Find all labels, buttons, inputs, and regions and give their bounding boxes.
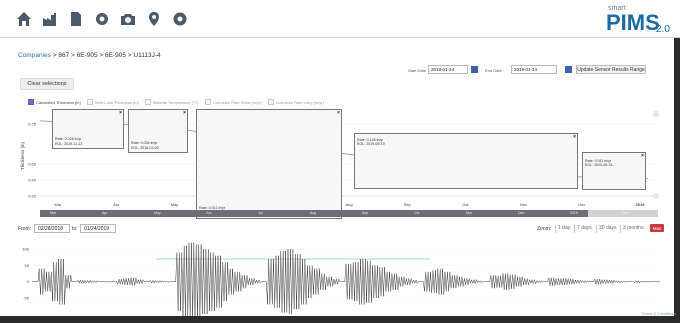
x-tick-label: Nov xyxy=(520,202,527,207)
x-tick-label: May xyxy=(171,202,179,207)
svg-text:2.0: 2.0 xyxy=(656,24,670,35)
navigator-label: Feb xyxy=(622,211,629,215)
y-tick-label: -50 xyxy=(23,295,30,300)
calendar-icon[interactable] xyxy=(471,66,478,73)
close-icon[interactable]: × xyxy=(641,153,644,159)
legend-checkbox[interactable] xyxy=(204,99,211,105)
smartpims-logo-mark: smart PIMS 2.0 xyxy=(606,5,670,35)
document-icon[interactable] xyxy=(68,11,84,27)
top-navigation-bar: smart PIMS 2.0 xyxy=(0,0,680,38)
close-icon[interactable]: × xyxy=(183,110,186,116)
scrollbar[interactable] xyxy=(674,38,680,316)
legend-checkbox[interactable] xyxy=(267,99,274,105)
navigator-label: Dec xyxy=(518,211,525,215)
from-date-input[interactable]: 02/28/2018 xyxy=(34,224,70,233)
start-date-label: Start Date xyxy=(408,68,427,73)
x-tick-label: 2019 xyxy=(636,202,646,207)
to-label: to: xyxy=(72,226,78,232)
camera-icon[interactable] xyxy=(120,11,136,27)
end-date-label: End Date xyxy=(485,68,502,73)
footer xyxy=(0,316,680,323)
zoom-7-days-button[interactable]: 7 days xyxy=(574,225,592,233)
x-tick-label: Sep xyxy=(404,202,412,207)
y-tick-label: 0.75 xyxy=(28,122,37,127)
legend-item[interactable]: Material Temperature (°C) xyxy=(144,98,199,106)
navigator-label: 2019 xyxy=(570,211,578,215)
svg-text:PIMS: PIMS xyxy=(606,10,660,35)
breadcrumb-item[interactable]: 6E-905 xyxy=(104,52,126,59)
zoom-30-days-button[interactable]: 30 days xyxy=(596,225,617,233)
y-tick-label: 0.30 xyxy=(28,194,37,199)
svg-text:smart: smart xyxy=(608,5,626,12)
terms-link[interactable]: Terms & Conditions xyxy=(641,311,676,316)
y-tick-label: 50 xyxy=(25,263,30,268)
smartpims-logo: smart PIMS 2.0 xyxy=(600,3,670,35)
legend-checkbox[interactable] xyxy=(28,99,34,105)
breadcrumb: Companies > 867 > 6E-905 > 6E-905 > U111… xyxy=(18,52,161,59)
legend-checkbox[interactable] xyxy=(86,99,93,105)
y-tick-label: 0.40 xyxy=(28,178,37,183)
zoom-label: Zoom: xyxy=(537,226,552,232)
update-range-button[interactable]: Update Sensor Results Range xyxy=(576,65,646,74)
close-icon[interactable]: × xyxy=(573,134,576,140)
gear-icon[interactable] xyxy=(172,11,188,27)
legend-item[interactable]: Corrosion Rate Long (in/yr) xyxy=(267,98,324,106)
navigator-label: Jun xyxy=(206,211,212,215)
y-tick-label: 0 xyxy=(27,279,30,284)
legend-checkbox[interactable] xyxy=(144,99,151,105)
map-pin-icon[interactable] xyxy=(146,11,162,27)
main-content: Companies > 867 > 6E-905 > 6E-905 > U111… xyxy=(0,38,680,316)
scroll-down-button xyxy=(653,193,659,199)
rate-annotation[interactable]: × Rate: 0.148 in/yr EOL: 2019-05-19 xyxy=(354,133,578,189)
zoom-3-months-button[interactable]: 3 months xyxy=(620,225,644,233)
calendar-icon[interactable] xyxy=(565,66,572,73)
start-date-input[interactable]: 2018-01-24 xyxy=(428,65,468,74)
close-icon[interactable]: × xyxy=(119,110,122,116)
navigator-label: Apr xyxy=(102,211,108,215)
factory-icon[interactable] xyxy=(42,11,58,27)
close-icon[interactable]: × xyxy=(337,110,340,116)
breadcrumb-companies[interactable]: Companies xyxy=(18,52,51,59)
x-tick-label: Dec xyxy=(578,202,585,207)
x-tick-label: Oct xyxy=(462,202,469,207)
series-legend: Calculated Thickness (in) Wire-Loss Thic… xyxy=(28,98,324,106)
rate-annotation[interactable]: × Rate: 0.028 in/yr EOL: 2019-11-13 xyxy=(52,109,124,149)
sensor-icon[interactable] xyxy=(94,11,110,27)
navigator-label: Sep xyxy=(362,211,369,215)
scroll-up-button xyxy=(653,111,659,117)
y-axis-label: Thickness (in) xyxy=(20,142,25,171)
to-date-input[interactable]: 01/24/2019 xyxy=(80,224,116,233)
breadcrumb-item[interactable]: 6E-905 xyxy=(76,52,98,59)
y-tick-label: 0.50 xyxy=(28,162,37,167)
navigator-label: Jul xyxy=(258,211,263,215)
x-tick-label: Mar xyxy=(55,202,63,207)
y-tick-label: 100 xyxy=(22,247,29,252)
navigator-label: May xyxy=(154,211,161,215)
legend-item[interactable]: Wire-Loss Thickness (in) xyxy=(86,98,139,106)
home-icon[interactable] xyxy=(16,11,32,27)
navigator-label: Aug xyxy=(310,211,317,215)
rate-annotation[interactable]: × Rate: 0.034 in/yr EOL: 2018-03-09 xyxy=(128,109,188,153)
x-tick-label: Aug xyxy=(345,202,352,207)
time-navigator[interactable] xyxy=(40,210,658,217)
navigator-selection[interactable] xyxy=(40,210,588,217)
legend-item[interactable]: Corrosion Rate Short (in/yr) xyxy=(204,98,262,106)
navigator-label: Oct xyxy=(414,211,420,215)
zoom-1-day-button[interactable]: 1 day xyxy=(555,225,570,233)
end-date-input[interactable]: 2019-01-24 xyxy=(511,65,557,74)
clear-selections-button[interactable]: Clear selections xyxy=(20,78,74,90)
breadcrumb-item[interactable]: 867 xyxy=(58,52,70,59)
from-label: From: xyxy=(18,226,32,232)
waveform-line xyxy=(32,242,661,316)
breadcrumb-current: U1113J-4 xyxy=(133,52,161,59)
navigator-label: Nov xyxy=(466,211,473,215)
legend-item[interactable]: Calculated Thickness (in) xyxy=(28,98,81,106)
rate-annotation[interactable]: × Rate: 0.011 in/yr EOL: 2020-08-31 xyxy=(582,152,646,190)
zoom-max-button[interactable]: Max xyxy=(650,224,664,232)
waveform-chart: 100 50 0 -50 xyxy=(22,242,661,316)
navigator-label: Mar xyxy=(50,211,57,215)
x-tick-label: Apr xyxy=(113,202,120,207)
